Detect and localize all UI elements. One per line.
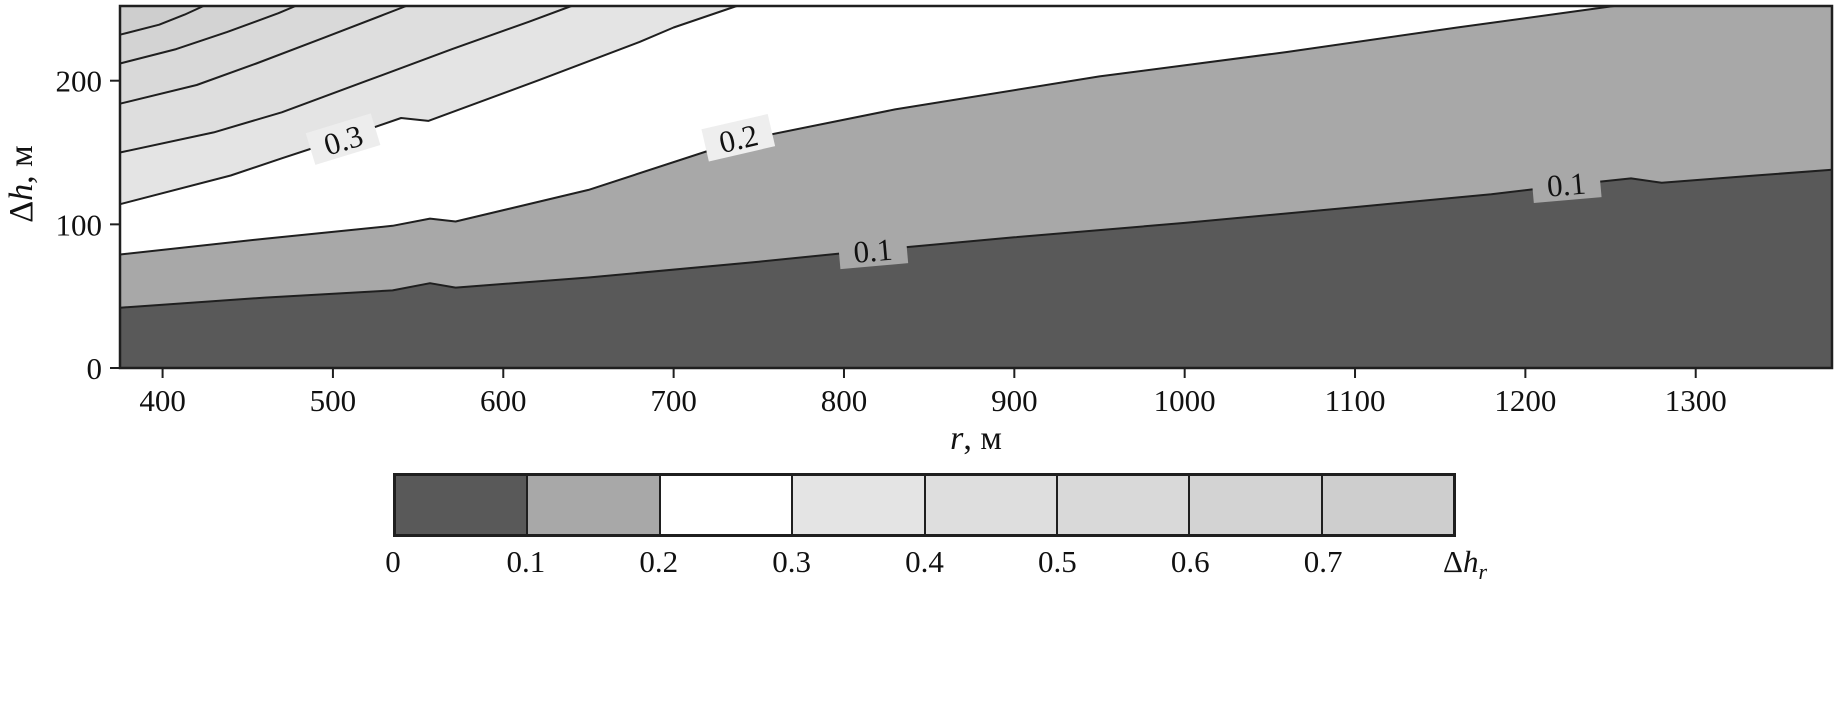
colorbar-tick-label: 0.6 <box>1170 544 1210 579</box>
colorbar-tick-label: 0.2 <box>639 544 679 579</box>
colorbar-title-subscript: r <box>1478 559 1487 585</box>
x-tick-label: 600 <box>480 383 527 418</box>
x-tick-label: 700 <box>650 383 697 418</box>
colorbar-tick-label: 0 <box>385 544 401 579</box>
contour-line-0.5 <box>119 5 407 105</box>
y-axis-variable: h <box>3 183 40 201</box>
colorbar-segment-0.4-0.5 <box>925 476 1058 534</box>
colorbar-segment-0-0.1 <box>396 476 529 534</box>
contour-line-0.1 <box>119 168 1833 309</box>
contour-label: 0.1 <box>1530 164 1602 204</box>
x-tick-label: 1300 <box>1665 383 1727 418</box>
band-above-0.7 <box>120 6 204 35</box>
x-axis-title: r, м <box>876 420 1076 458</box>
x-tick-label: 900 <box>991 383 1038 418</box>
contour-line-0.2 <box>119 5 1615 256</box>
colorbar: 0 0.1 0.2 0.3 0.4 0.5 0.6 0.7 Δhr <box>385 473 1487 603</box>
x-tick-label: 1100 <box>1325 383 1386 418</box>
colorbar-segments <box>393 473 1456 537</box>
x-axis-variable: r <box>950 420 964 457</box>
plot-frame <box>118 4 1834 370</box>
y-tick-label: 200 <box>56 64 103 99</box>
y-tick-label: 0 <box>87 351 103 386</box>
svg-text:0.1: 0.1 <box>1546 165 1588 203</box>
colorbar-labels: 0 0.1 0.2 0.3 0.4 0.5 0.6 0.7 <box>385 544 1456 588</box>
y-axis-unit: , м <box>3 145 40 184</box>
colorbar-tick-label: 0.3 <box>772 544 811 579</box>
colorbar-segment-0.1-0.2 <box>528 476 661 534</box>
colorbar-title-delta: Δ <box>1443 544 1463 579</box>
contour-line-0.7 <box>119 5 204 36</box>
colorbar-segment-0.3-0.4 <box>793 476 926 534</box>
colorbar-tick-label: 0.5 <box>1038 544 1077 579</box>
y-axis-title: Δh, м <box>3 99 45 269</box>
colorbar-segment-0.6-0.7 <box>1190 476 1323 534</box>
contour-line-0.3 <box>119 5 738 206</box>
contour-label: 0.2 <box>701 113 776 162</box>
colorbar-tick-label: 0.4 <box>905 544 944 579</box>
colorbar-title: Δhr <box>1443 544 1487 585</box>
colorbar-segment-0.7-0.8 <box>1322 476 1453 534</box>
x-tick-label: 1200 <box>1494 383 1556 418</box>
x-tick-label: 800 <box>821 383 868 418</box>
colorbar-tick-label: 0.7 <box>1303 544 1343 579</box>
colorbar-tick-label: 0.1 <box>506 544 546 579</box>
x-axis-unit: , м <box>963 420 1002 457</box>
colorbar-segment-0.5-0.6 <box>1057 476 1191 534</box>
x-tick-label: 400 <box>139 383 186 418</box>
colorbar-title-variable: h <box>1462 544 1479 579</box>
svg-text:0.1: 0.1 <box>852 232 894 270</box>
contour-line-0.6 <box>119 5 296 65</box>
colorbar-segment-0.2-0.3 <box>660 476 794 534</box>
contour-line-0.4 <box>119 5 572 154</box>
x-tick-label: 1000 <box>1154 383 1216 418</box>
contour-label: 0.1 <box>837 230 909 270</box>
y-axis-delta: Δ <box>3 200 40 223</box>
svg-text:0.2: 0.2 <box>716 117 762 160</box>
y-tick-label: 100 <box>56 207 103 242</box>
x-tick-label: 500 <box>310 383 357 418</box>
